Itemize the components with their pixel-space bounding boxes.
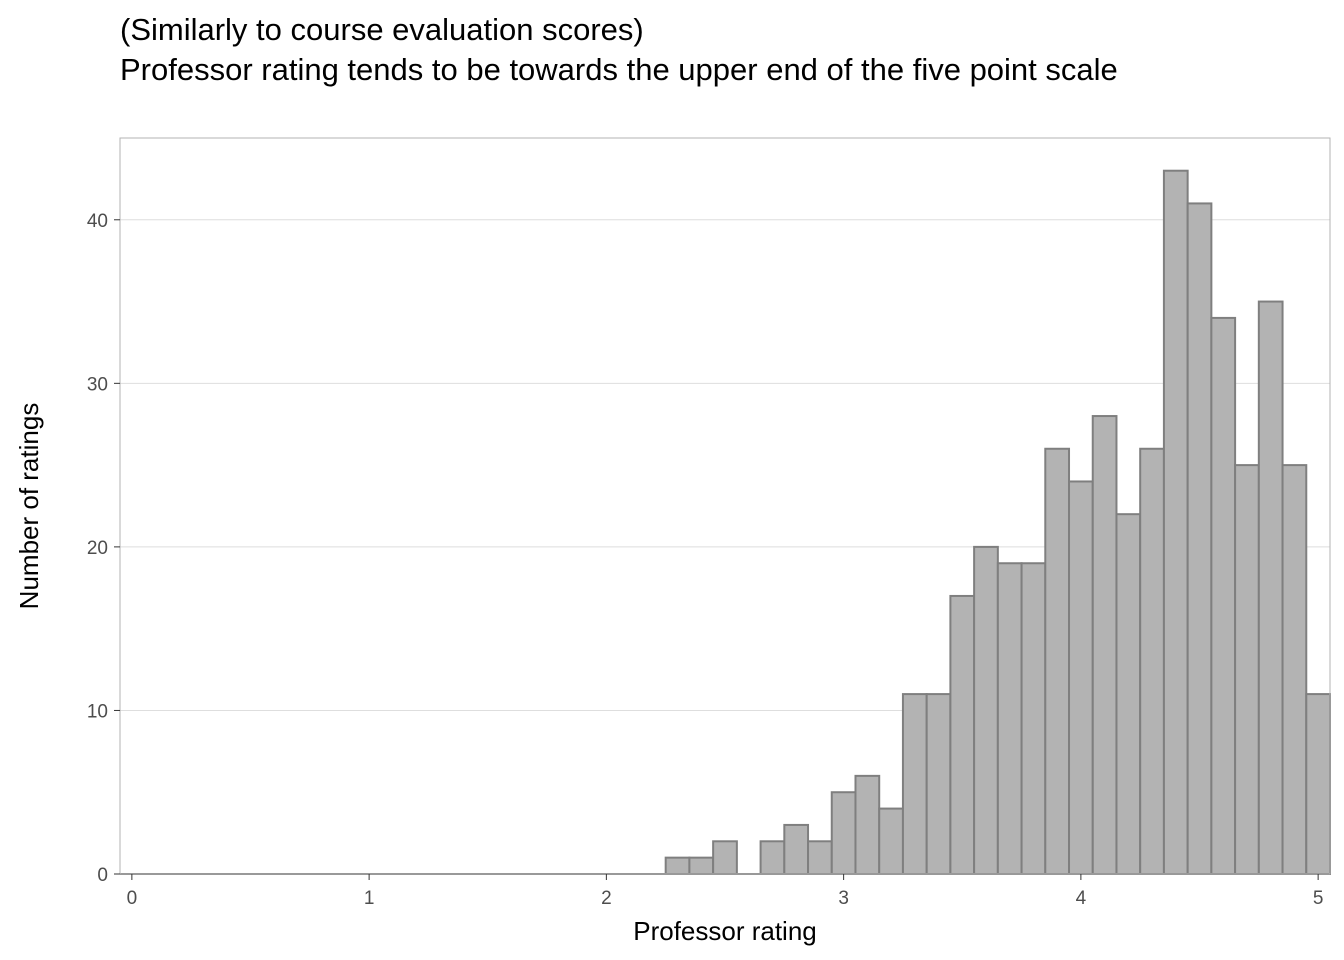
histogram-bar bbox=[1162, 169, 1189, 875]
histogram-bar bbox=[1305, 693, 1332, 875]
histogram-bar bbox=[1044, 447, 1071, 875]
histogram-bar bbox=[949, 594, 976, 875]
histogram-bar bbox=[1210, 316, 1237, 875]
histogram-bars bbox=[120, 169, 1332, 876]
histogram-bar bbox=[1115, 513, 1142, 876]
panel-border bbox=[119, 137, 1331, 875]
histogram-bar bbox=[830, 791, 857, 876]
y-tick-label: 10 bbox=[87, 701, 108, 722]
histogram-bar bbox=[878, 807, 904, 875]
histogram-bar bbox=[664, 856, 691, 876]
histogram-bar bbox=[973, 545, 999, 876]
histogram-bar bbox=[1068, 480, 1094, 875]
x-tick-label: 4 bbox=[1076, 888, 1087, 909]
histogram-bar bbox=[712, 840, 738, 875]
x-tick-label: 0 bbox=[127, 888, 138, 909]
histogram-bar bbox=[901, 693, 928, 875]
histogram-bar bbox=[759, 840, 786, 875]
y-axis: 0 10 20 30 40 bbox=[87, 211, 120, 886]
x-axis-title: Professor rating bbox=[633, 916, 817, 946]
histogram-bar bbox=[1234, 464, 1260, 875]
histogram-bar bbox=[1091, 415, 1118, 875]
chart-subtitle: Professor rating tends to be towards the… bbox=[120, 52, 1118, 87]
y-tick-label: 40 bbox=[87, 211, 108, 232]
y-tick-label: 0 bbox=[97, 865, 108, 886]
x-tick-label: 2 bbox=[601, 888, 612, 909]
histogram-bar bbox=[1281, 464, 1308, 875]
histogram-bar bbox=[807, 840, 833, 875]
x-axis: 0 1 2 3 4 5 bbox=[127, 874, 1324, 909]
chart-title: (Similarly to course evaluation scores) bbox=[120, 12, 644, 47]
histogram-bar bbox=[854, 774, 881, 875]
y-tick-label: 20 bbox=[87, 538, 108, 559]
histogram-bar bbox=[688, 856, 715, 876]
histogram-bar bbox=[783, 823, 810, 876]
x-tick-label: 5 bbox=[1313, 888, 1324, 909]
histogram-bar bbox=[1020, 562, 1047, 875]
y-axis-title: Number of ratings bbox=[14, 403, 44, 610]
histogram-bar bbox=[925, 693, 952, 875]
x-tick-label: 1 bbox=[364, 888, 375, 909]
histogram-bar bbox=[1139, 447, 1165, 875]
histogram-bar bbox=[1257, 300, 1284, 875]
histogram-bar bbox=[1186, 202, 1213, 875]
histogram-bar bbox=[996, 562, 1023, 875]
y-tick-label: 30 bbox=[87, 374, 108, 395]
chart-title-block: (Similarly to course evaluation scores) … bbox=[120, 10, 1118, 90]
x-tick-label: 3 bbox=[838, 888, 849, 909]
